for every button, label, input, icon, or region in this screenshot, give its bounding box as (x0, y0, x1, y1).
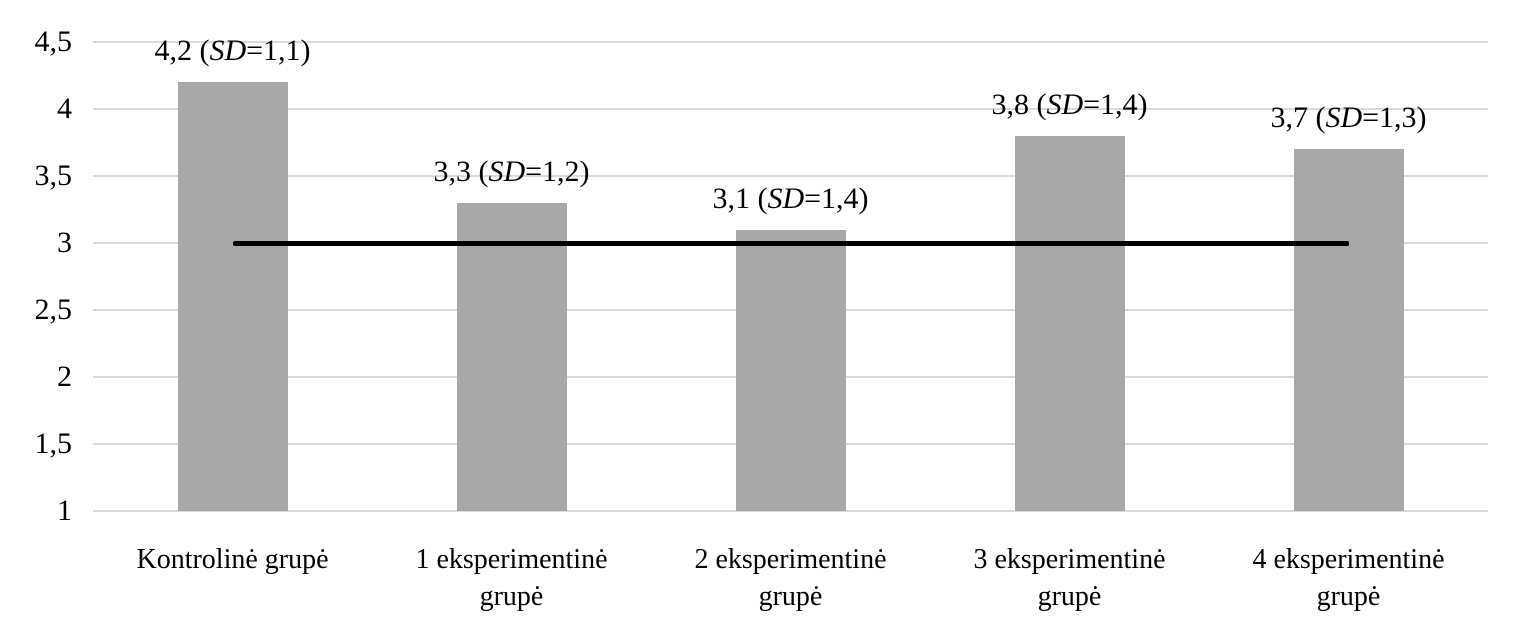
sd-italic: SD (209, 34, 247, 68)
y-axis-tick-label: 2 (57, 360, 72, 393)
y-axis-tick-label: 4 (57, 92, 72, 125)
bar (456, 202, 567, 511)
bar-data-label: 3,7 (SD=1,3) (1270, 101, 1427, 135)
category-label: 4 eksperimentinė grupė (1252, 544, 1445, 612)
y-axis-tick-label: 1,5 (34, 427, 73, 460)
bar-data-label: 3,3 (SD=1,2) (433, 154, 590, 188)
bar-data-label: 3,8 (SD=1,4) (991, 87, 1148, 121)
bar (735, 229, 846, 511)
y-axis-tick-label: 4,5 (34, 25, 73, 58)
bar-data-label: 4,2 (SD=1,1) (154, 34, 311, 68)
sd-italic: SD (488, 154, 526, 188)
category-label: 3 eksperimentinė grupė (973, 544, 1166, 612)
gridline (93, 41, 1488, 43)
category-label: 2 eksperimentinė grupė (694, 544, 887, 612)
category-label: Kontrolinė grupė (136, 544, 329, 575)
sd-italic: SD (1046, 87, 1084, 121)
y-axis-tick-label: 2,5 (34, 293, 73, 326)
sd-italic: SD (767, 181, 805, 215)
category-label: 1 eksperimentinė grupė (415, 544, 608, 612)
gridline (93, 175, 1488, 177)
gridline (93, 108, 1488, 110)
gridline (93, 510, 1488, 512)
bar-data-label: 3,1 (SD=1,4) (712, 181, 869, 215)
bar (1293, 149, 1404, 511)
y-axis-tick-label: 1 (57, 494, 72, 527)
bar (177, 82, 288, 511)
y-axis-tick-label: 3,5 (34, 159, 73, 192)
reference-line (232, 240, 1349, 246)
bar (1014, 135, 1125, 511)
sd-italic: SD (1325, 101, 1363, 135)
y-axis-tick-label: 3 (57, 226, 72, 259)
